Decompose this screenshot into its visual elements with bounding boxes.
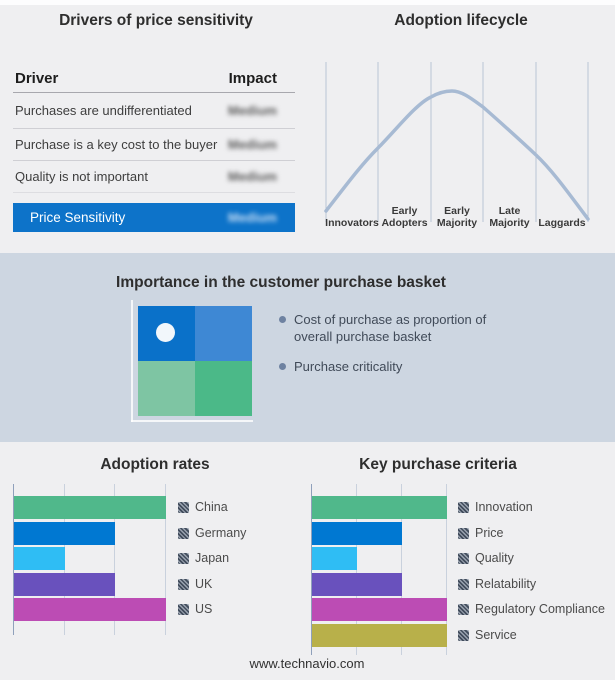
legend-swatch-icon — [458, 502, 469, 513]
bar-relatability — [312, 572, 402, 596]
bullet-dot-icon — [279, 363, 286, 371]
bullet-text: Cost of purchase as proportion of overal… — [294, 312, 487, 344]
quadrant-matrix — [138, 306, 252, 416]
legend-label: China — [195, 500, 228, 514]
legend-swatch-icon — [458, 578, 469, 590]
chart-axis — [13, 484, 14, 635]
legend-swatch-icon — [458, 604, 469, 616]
adoption-lifecycle-chart — [324, 62, 590, 222]
bullet-list: Cost of purchase as proportion of overal… — [279, 312, 494, 390]
legend-swatch-icon — [178, 604, 189, 616]
bar-us — [14, 598, 166, 622]
lifecycle-stage-label: Laggards — [538, 217, 586, 230]
table-row: Purchase is a key cost to the buyer Mediu… — [13, 129, 295, 161]
drivers-table: Driver Impact Purchases are undifferenti… — [13, 65, 295, 232]
quadrant-y-axis — [131, 300, 133, 422]
purchase-basket-section: Importance in the customer purchase bask… — [0, 253, 615, 442]
bell-curve — [324, 89, 590, 221]
bar-regulatory-compliance — [312, 598, 447, 622]
legend-label: US — [195, 602, 213, 617]
purchase-basket-title: Importance in the customer purchase bask… — [116, 274, 446, 291]
bar-service — [312, 624, 447, 647]
quadrant-x-axis — [131, 420, 253, 422]
lifecycle-stage-label: Late Majority — [489, 204, 530, 230]
legend-swatch-icon — [178, 527, 189, 539]
chart-gridline — [165, 484, 166, 635]
driver-cell: Purchases are undifferentiated — [15, 103, 192, 118]
legend-label: Regulatory Compliance — [475, 602, 605, 617]
chart-gridline — [401, 484, 402, 655]
legend-swatch-icon — [178, 553, 189, 565]
legend-swatch-icon — [178, 578, 189, 590]
driver-cell: Quality is not important — [15, 169, 148, 184]
bar-germany — [14, 521, 115, 545]
lifecycle-stage-label: Early Majority — [436, 204, 478, 230]
quadrant-cell-bottom-right — [195, 361, 252, 416]
drivers-title: Drivers of price sensitivity — [59, 12, 253, 29]
top-strip — [0, 0, 615, 5]
bar-price — [312, 521, 402, 545]
legend-swatch-icon — [458, 630, 469, 641]
chart-title: Key purchase criteria — [359, 456, 517, 473]
legend-swatch-icon — [178, 502, 189, 513]
bullet-text: Purchase criticality — [294, 359, 403, 375]
legend-label: Service — [475, 628, 517, 642]
legend-label: UK — [195, 576, 213, 591]
lifecycle-stage-label: Innovators — [325, 217, 379, 230]
impact-cell: Medium — [227, 169, 277, 184]
legend-label: Innovation — [475, 500, 533, 514]
lifecycle-title: Adoption lifecycle — [394, 12, 528, 29]
position-marker-dot — [156, 323, 175, 342]
impact-cell: Medium — [227, 103, 277, 118]
price-sensitivity-impact-value: Medium — [227, 210, 277, 225]
legend-label: Quality — [475, 551, 514, 566]
chart-axis — [311, 484, 312, 655]
bar-japan — [14, 547, 65, 571]
bullet-dot-icon — [279, 316, 286, 323]
price-sensitivity-label: Price Sensitivity — [30, 210, 126, 225]
legend-label: Relatability — [475, 576, 537, 591]
table-row: Purchases are undifferentiated Medium — [13, 93, 295, 129]
quadrant-cell-top-right — [195, 306, 252, 361]
bar-uk — [14, 572, 115, 596]
bar-quality — [312, 547, 357, 571]
legend-label: Germany — [195, 525, 247, 540]
table-header-row: Driver Impact — [13, 65, 295, 93]
driver-column-header: Driver — [15, 70, 59, 87]
bullet-item: Purchase criticality — [279, 359, 494, 376]
bar-china — [14, 496, 166, 519]
quadrant-cell-bottom-left — [138, 361, 195, 416]
impact-cell: Medium — [227, 137, 277, 152]
table-row: Quality is not important Medium — [13, 161, 295, 193]
bullet-item: Cost of purchase as proportion of overal… — [279, 312, 494, 345]
chart-gridline — [446, 484, 447, 655]
impact-column-header: Impact — [228, 70, 277, 87]
lifecycle-gridlines — [325, 62, 589, 222]
lifecycle-stage-label: Early Adopters — [381, 204, 428, 230]
legend-swatch-icon — [458, 527, 469, 539]
footer-url: www.technavio.com — [249, 656, 365, 671]
chart-gridline — [114, 484, 115, 635]
legend-swatch-icon — [458, 553, 469, 565]
legend-label: Japan — [195, 551, 230, 566]
price-sensitivity-row: Price Sensitivity Medium — [13, 203, 295, 232]
legend-label: Price — [475, 525, 504, 540]
table-body: Purchases are undifferentiated Medium Purc… — [13, 93, 295, 193]
chart-title: Adoption rates — [100, 456, 210, 473]
driver-cell: Purchase is a key cost to the buyer — [15, 137, 218, 152]
bar-innovation — [312, 496, 447, 519]
